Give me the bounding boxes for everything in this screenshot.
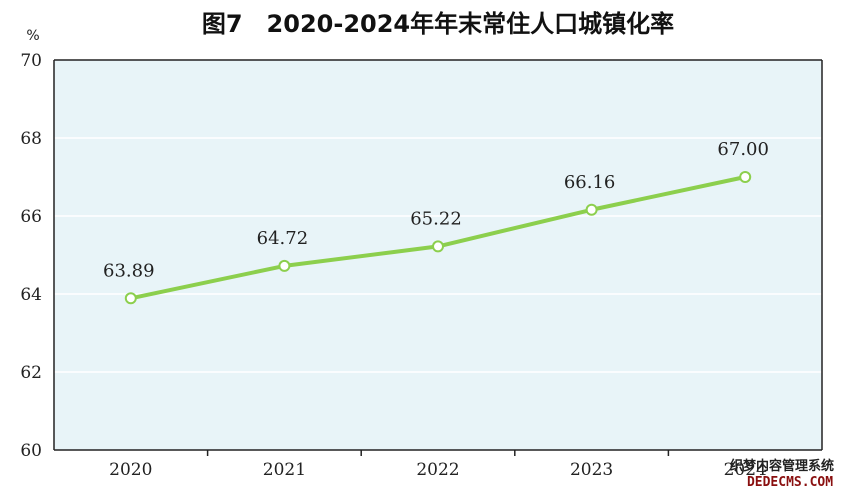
data-labels: 63.89 64.72 65.22 66.16 67.00: [103, 139, 769, 281]
x-tick-label: 2022: [416, 460, 459, 480]
data-point: [432, 240, 444, 253]
plot-area: [54, 60, 822, 450]
data-label: 65.22: [410, 208, 462, 229]
y-tick-label: 64: [20, 285, 42, 305]
axes: [53, 59, 823, 456]
y-axis-ticks: 60 62 64 66 68 70: [20, 51, 42, 461]
data-label: 63.89: [103, 260, 155, 281]
x-tick-label: 2021: [263, 460, 306, 480]
data-point: [278, 259, 291, 272]
chart-title: 图7 2020-2024年年末常住人口城镇化率: [202, 10, 674, 38]
data-point: [124, 292, 137, 305]
watermark-line1: 织梦内容管理系统: [730, 458, 834, 474]
grid-lines: [54, 137, 822, 373]
x-axis-ticks: 2020 2021 2022 2023 2024: [109, 460, 767, 480]
data-label: 67.00: [717, 139, 769, 160]
y-tick-label: 66: [20, 207, 42, 227]
watermark-logo: 织梦内容管理系统 DEDECMS.COM: [730, 458, 834, 490]
y-axis-unit: %: [26, 28, 39, 44]
x-tick-label: 2023: [570, 460, 613, 480]
data-point: [585, 203, 598, 216]
x-tick-label: 2020: [109, 460, 152, 480]
y-tick-label: 70: [20, 51, 42, 71]
data-label: 66.16: [564, 172, 616, 193]
watermark-line2: DEDECMS.COM: [747, 475, 833, 490]
y-tick-label: 62: [20, 363, 42, 383]
y-tick-label: 60: [20, 441, 42, 461]
data-point: [739, 171, 752, 183]
y-tick-label: 68: [20, 129, 42, 149]
data-label: 64.72: [257, 228, 309, 249]
series-group: [124, 171, 752, 305]
x-tick-label: 2024: [724, 460, 767, 480]
